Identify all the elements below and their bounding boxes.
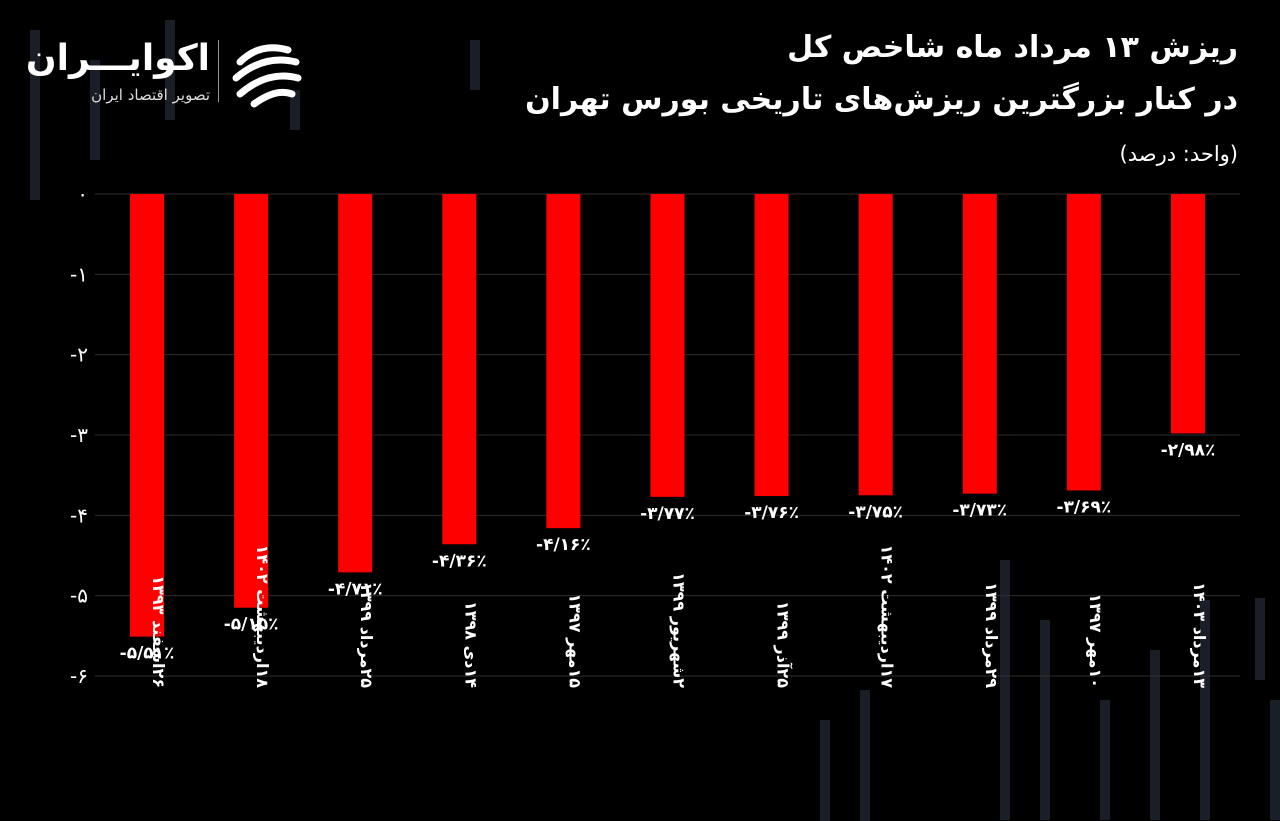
x-tick-label: ۱۰مهر ۱۳۹۷ <box>1086 593 1105 688</box>
brand-block: اکوایـــران تصویر اقتصاد ایران <box>26 38 320 118</box>
background-candle <box>1200 600 1210 820</box>
x-tick-label: ۲۹مرداد ۱۳۹۹ <box>982 582 1001 688</box>
data-label: -۳/۷۳٪ <box>952 501 1007 521</box>
bar <box>442 194 477 545</box>
bar <box>858 194 893 496</box>
bar <box>130 194 165 637</box>
y-tick-label: -۱ <box>70 262 88 286</box>
brand-name: اکوایـــران <box>25 38 210 79</box>
background-candle <box>165 20 175 120</box>
x-tick-label: ۱۷اردیبهشت ۱۴۰۲ <box>878 545 897 689</box>
background-candle <box>1000 560 1010 820</box>
bar <box>338 194 373 573</box>
x-tick-label: ۲۵مرداد ۱۳۹۹ <box>357 582 376 688</box>
background-candle <box>290 90 300 130</box>
data-label: -۳/۷۶٪ <box>744 503 799 523</box>
x-tick-label: ۲۵آذر ۱۳۹۹ <box>774 601 794 688</box>
data-label: -۴/۷۱٪ <box>328 579 383 599</box>
background-candle <box>1270 700 1280 820</box>
bar <box>546 194 581 529</box>
data-label: -۲/۹۸٪ <box>1161 440 1216 460</box>
background-candle <box>1040 620 1050 820</box>
x-tick-label: ۱۵مهر ۱۳۹۷ <box>565 593 584 688</box>
y-tick-label: -۴ <box>70 503 88 527</box>
bar <box>234 194 269 608</box>
x-tick-label: ۱۴دی ۱۳۹۸ <box>461 601 480 688</box>
background-candle <box>820 720 830 821</box>
brand-divider <box>218 40 219 102</box>
bar <box>962 194 997 494</box>
brand-tagline: تصویر اقتصاد ایران <box>91 86 210 104</box>
x-tick-label: ۱۸اردیبهشت ۱۴۰۲ <box>253 545 272 689</box>
y-tick-label: -۶ <box>70 664 88 688</box>
background-candle <box>1100 700 1110 820</box>
chart-title-line2: در کنار بزرگترین ریزش‌های تاریخی بورس ته… <box>525 82 1238 117</box>
y-tick-label: ۰ <box>77 182 88 206</box>
data-label: -۵/۵۱٪ <box>120 644 175 664</box>
bar <box>1170 194 1205 434</box>
background-candle <box>1255 598 1265 680</box>
x-tick-label: ۲۶اسفند ۱۳۹۳ <box>149 575 168 688</box>
data-label: -۵/۱۵٪ <box>224 615 279 635</box>
y-tick-label: -۵ <box>70 584 88 608</box>
data-label: -۳/۶۹٪ <box>1056 497 1111 517</box>
bar <box>754 194 789 497</box>
x-tick-label: ۲شهریور ۱۳۹۹ <box>670 572 689 688</box>
bar <box>1066 194 1101 491</box>
background-candle <box>30 30 40 200</box>
ecoiran-logo-icon <box>232 44 302 108</box>
data-label: -۳/۷۷٪ <box>640 504 695 524</box>
bar <box>650 194 685 497</box>
data-label: -۳/۷۵٪ <box>848 502 903 522</box>
background-candle <box>860 690 870 821</box>
data-label: -۴/۱۶٪ <box>536 535 591 555</box>
chart-title-line1: ریزش ۱۳ مرداد ماه شاخص کل <box>787 30 1238 65</box>
background-candle <box>470 40 480 90</box>
x-tick-label: ۱۳مرداد ۱۴۰۳ <box>1190 582 1209 688</box>
unit-label: (واحد: درصد) <box>1119 142 1238 166</box>
background-candle <box>1150 650 1160 820</box>
y-tick-label: -۳ <box>70 423 88 447</box>
y-tick-label: -۲ <box>70 343 88 367</box>
background-candle <box>90 60 100 160</box>
data-label: -۴/۳۶٪ <box>432 551 487 571</box>
